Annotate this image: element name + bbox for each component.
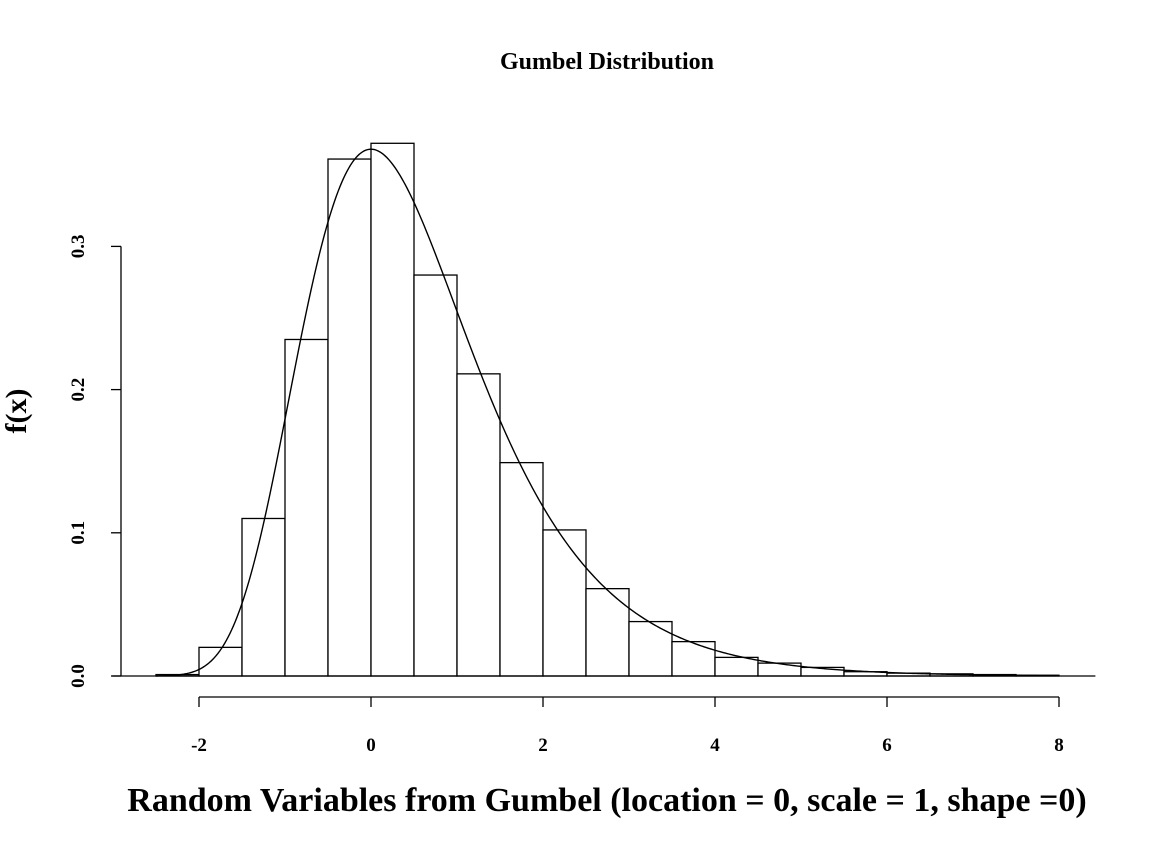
- y-tick-label: 0.2: [68, 378, 89, 402]
- histogram-bar-7: [456, 373, 501, 677]
- x-axis-label: Random Variables from Gumbel (location =…: [127, 782, 1086, 819]
- histogram-bar-11: [628, 620, 673, 677]
- histogram-bar-9: [542, 529, 587, 677]
- histogram-bar-10: [585, 587, 630, 677]
- x-axis: -2 0 2 4 6 8: [191, 696, 1064, 756]
- y-tick-label: 0.1: [68, 521, 89, 545]
- y-axis: 0.0 0.1 0.2 0.3: [68, 235, 122, 688]
- histogram-bar-13: [714, 656, 759, 677]
- histogram-bar-1: [198, 646, 243, 677]
- density-curve: [155, 148, 1060, 677]
- x-tick-label: 0: [366, 735, 376, 756]
- x-tick-label: 2: [538, 735, 548, 756]
- histogram-bar-12: [671, 640, 716, 677]
- histogram-bar-5: [370, 142, 415, 677]
- histogram-bar-2: [241, 517, 286, 677]
- histogram-bar-4: [327, 158, 372, 677]
- x-tick-label: 8: [1054, 735, 1064, 756]
- x-tick-label: -2: [191, 735, 207, 756]
- x-tick-label: 6: [882, 735, 892, 756]
- y-tick-label: 0.0: [68, 664, 89, 688]
- y-axis-label: f(x): [0, 389, 33, 434]
- histogram-bar-6: [413, 274, 458, 677]
- x-tick-label: 4: [710, 735, 720, 756]
- histogram-bar-3: [284, 338, 329, 677]
- histogram-bars: [155, 142, 1060, 677]
- chart-title: Gumbel Distribution: [500, 49, 714, 75]
- y-tick-label: 0.3: [68, 235, 89, 259]
